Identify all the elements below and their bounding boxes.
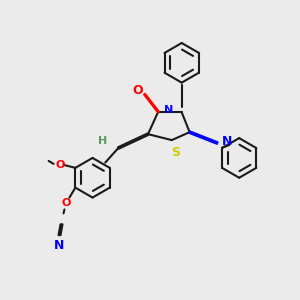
Text: N: N — [164, 105, 173, 116]
Text: O: O — [133, 84, 143, 97]
Text: S: S — [171, 146, 180, 160]
Text: H: H — [98, 136, 107, 146]
Text: N: N — [54, 238, 65, 252]
Text: O: O — [56, 160, 65, 170]
Text: N: N — [222, 135, 232, 148]
Text: O: O — [62, 197, 71, 208]
